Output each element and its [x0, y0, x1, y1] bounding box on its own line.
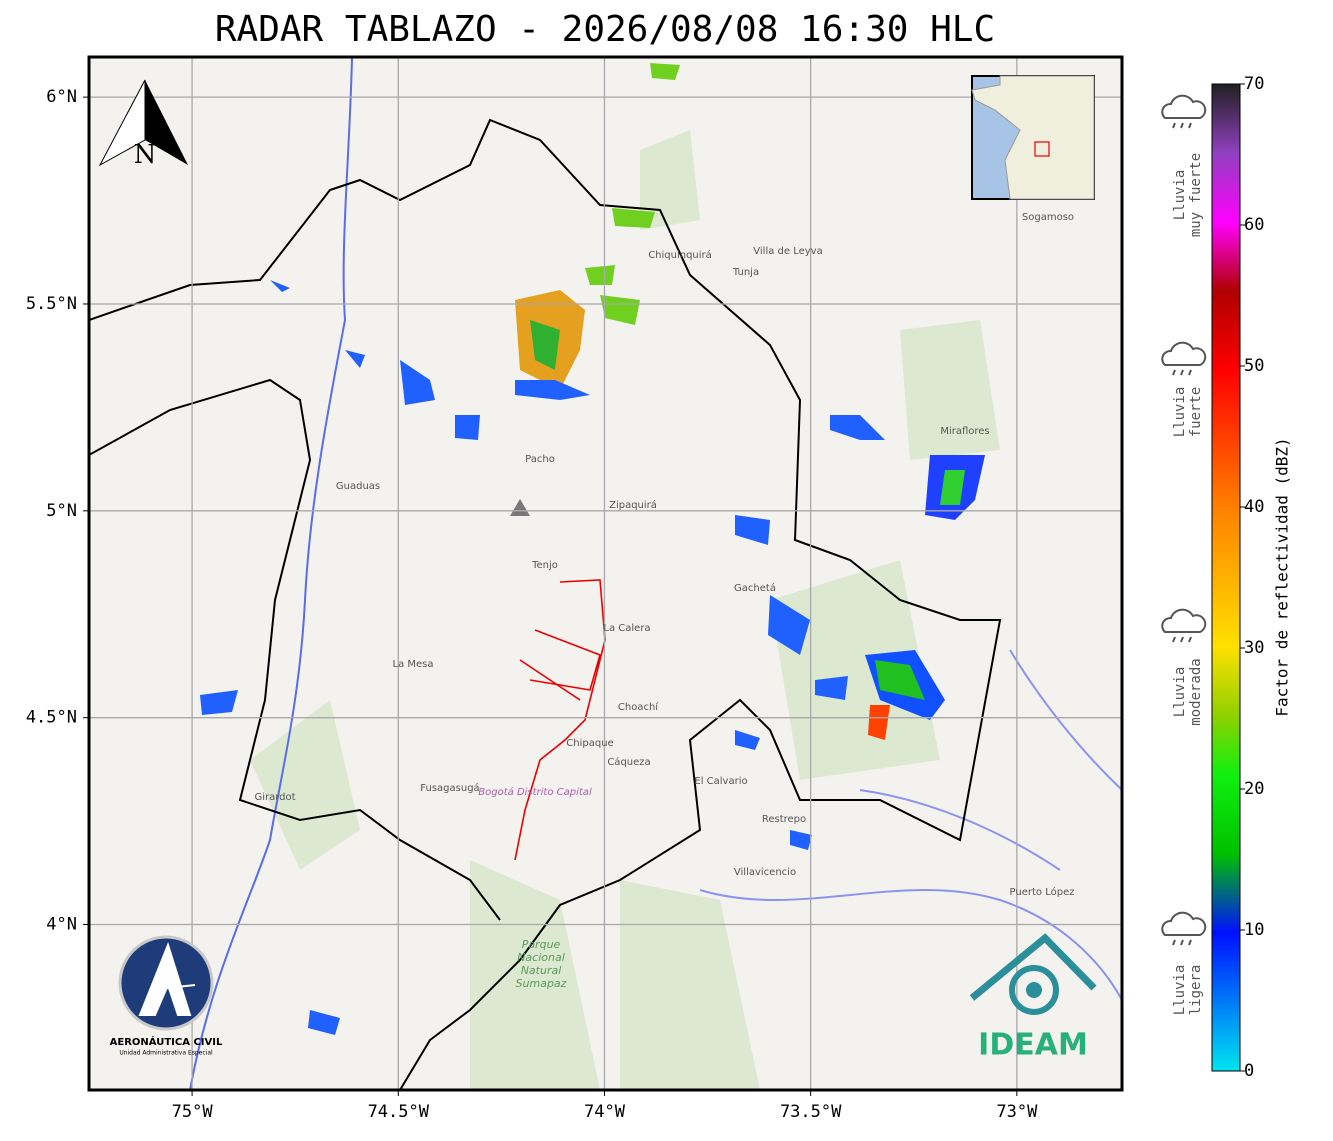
- land: [89, 57, 1122, 1090]
- place-label: Girardot: [254, 792, 295, 803]
- north-label: N: [134, 140, 157, 170]
- basemap: [89, 57, 1122, 1090]
- rain-item: Lluvia muy fuerte: [1161, 94, 1207, 237]
- place-label: Choachí: [618, 701, 659, 713]
- place-label: Tenjo: [531, 560, 558, 571]
- park-line: Sumapaz: [516, 977, 567, 990]
- colorbar-tick-label: 10: [1244, 920, 1264, 940]
- aerocivil-name: AERONÁUTICA CIVIL: [110, 1035, 223, 1048]
- place-labels: Villavicencio Villa de Leyva Tunja Sogamoso…: [254, 212, 1074, 898]
- y-tick-label: 5.5°N: [26, 294, 77, 314]
- radar-echoes: [200, 63, 985, 1035]
- place-label: Chipaque: [566, 738, 613, 749]
- y-tick-label: 4.5°N: [26, 708, 77, 728]
- aerocivil-subtitle: Unidad Administrativa Especial: [119, 1050, 213, 1057]
- cloud-icon: [1161, 94, 1207, 119]
- park-line: Parque: [522, 938, 561, 951]
- colorbar: [1211, 83, 1241, 1072]
- rain-label: moderada: [1188, 658, 1204, 725]
- place-label: El Calvario: [694, 776, 747, 787]
- ideam-name: IDEAM: [978, 1028, 1088, 1063]
- place-label: La Mesa: [393, 659, 434, 670]
- place-label: Gachetá: [734, 582, 776, 594]
- place-label: Restrepo: [762, 814, 806, 825]
- radar-site: [510, 499, 530, 516]
- y-tick-label: 5°N: [46, 501, 77, 521]
- rain-item: Lluvia fuerte: [1161, 341, 1207, 438]
- river: [189, 57, 353, 1090]
- ideam-logo: IDEAM: [969, 933, 1097, 1063]
- rain-drops: [1172, 369, 1192, 376]
- place-label: Puerto López: [1010, 886, 1075, 898]
- place-label: Sogamoso: [1022, 212, 1074, 223]
- colorbar-tick-label: 20: [1244, 779, 1264, 799]
- colorbar-tick-label: 30: [1244, 638, 1264, 658]
- cloud-icon: [1161, 911, 1207, 936]
- place-label: Tunja: [732, 267, 759, 278]
- place-label: Pacho: [525, 454, 555, 465]
- aerocivil-logo: AERONÁUTICA CIVIL Unidad Administrativa …: [110, 935, 223, 1057]
- colorbar-tick-label: 0: [1244, 1061, 1254, 1081]
- rain-label: fuerte: [1188, 387, 1204, 438]
- x-tick-label: 75°W: [172, 1102, 214, 1122]
- rain-label: Lluvia: [1172, 387, 1188, 438]
- rain-label: muy fuerte: [1188, 153, 1204, 237]
- north-arrow: N: [98, 79, 188, 170]
- place-label: Guaduas: [336, 481, 380, 492]
- cloud-icon: [1161, 341, 1207, 366]
- rain-item: Lluvia ligera: [1161, 911, 1207, 1016]
- colorbar-tick-label: 40: [1244, 497, 1264, 517]
- x-tick-label: 74.5°W: [368, 1102, 430, 1122]
- rain-label: Lluvia: [1172, 965, 1188, 1016]
- x-tick-label: 74°W: [584, 1102, 626, 1122]
- colorbar-tick-label: 70: [1244, 74, 1264, 94]
- y-tick-label: 6°N: [46, 87, 77, 107]
- colorbar-ticks: 0 10 20 30 40 50 60 70: [1240, 74, 1264, 1081]
- place-label: La Calera: [603, 623, 650, 634]
- colorbar-tick-label: 50: [1244, 356, 1264, 376]
- park-line: Nacional: [517, 951, 565, 964]
- place-label: Fusagasugá: [420, 782, 479, 794]
- title: RADAR TABLAZO - 2026/08/08 16:30 HLC: [215, 9, 995, 50]
- inset-map: [971, 75, 1095, 200]
- y-tick-label: 4°N: [46, 915, 77, 935]
- rain-drops: [1172, 636, 1192, 643]
- colorbar-tick-label: 60: [1244, 215, 1264, 235]
- colorbar-label: Factor de reflectividad (dBZ): [1273, 437, 1292, 716]
- forest: [250, 130, 1000, 1090]
- rain-label: Lluvia: [1172, 667, 1188, 718]
- department-border: [89, 118, 1002, 1090]
- rain-label: Lluvia: [1172, 170, 1188, 221]
- place-label: Chiquinquirá: [648, 249, 712, 261]
- rain-drops: [1172, 122, 1192, 129]
- place-label: Miraflores: [940, 426, 989, 437]
- x-tick-label: 73.5°W: [780, 1102, 842, 1122]
- bogota-roads: [514, 579, 606, 861]
- place-label: Villavicencio: [734, 867, 796, 878]
- cloud-icon: [1161, 608, 1207, 633]
- map-frame: [87, 55, 1124, 1092]
- x-tick-label: 73°W: [996, 1102, 1038, 1122]
- district-label: Bogotá Distrito Capital: [478, 786, 592, 798]
- park-line: Natural: [521, 964, 562, 977]
- grid: [83, 57, 1122, 1096]
- rain-label: ligera: [1188, 965, 1204, 1016]
- place-label: Zipaquirá: [609, 499, 657, 511]
- rain-drops: [1172, 939, 1192, 946]
- rain-item: Lluvia moderada: [1161, 608, 1207, 726]
- place-label: Villa de Leyva: [753, 246, 822, 257]
- place-label: Cáqueza: [607, 756, 650, 768]
